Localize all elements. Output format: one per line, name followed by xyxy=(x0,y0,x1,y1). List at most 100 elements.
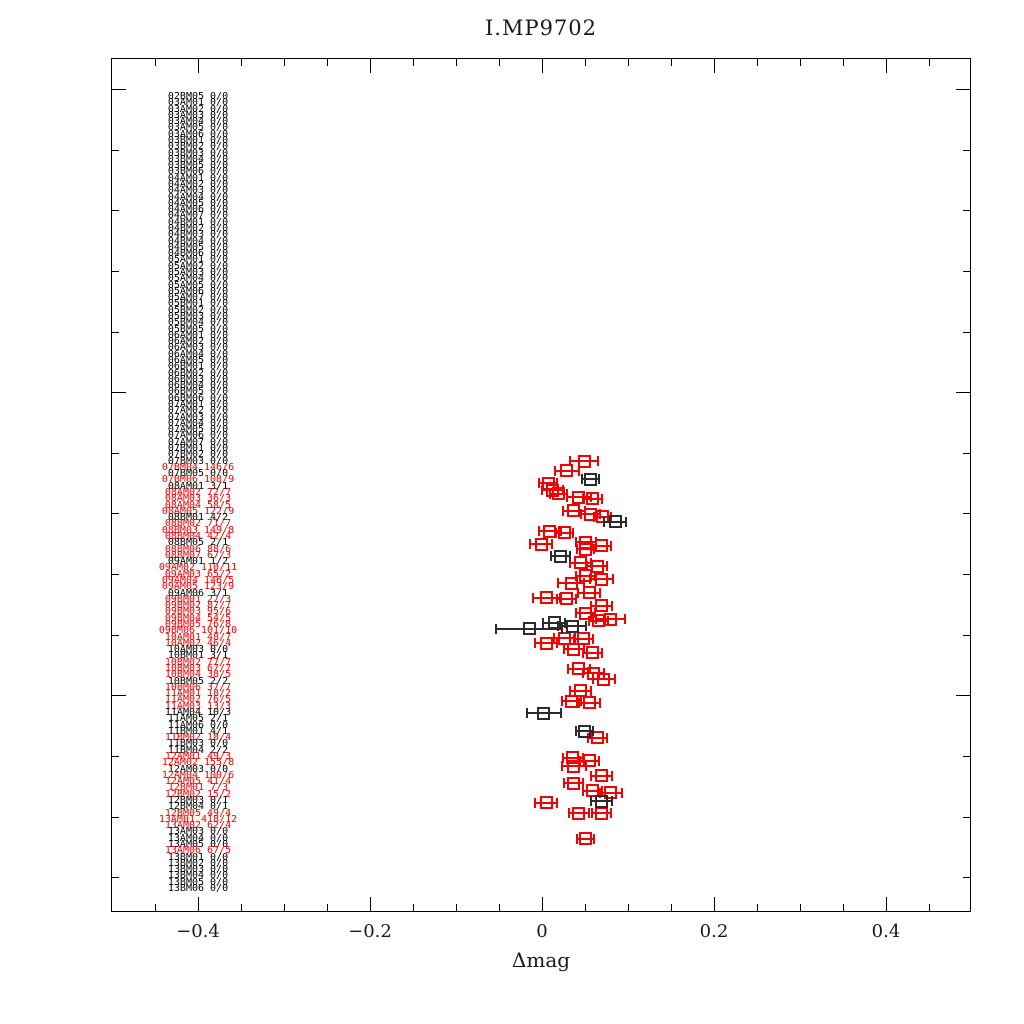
run-label: 11BM03 0/0 xyxy=(167,738,229,750)
error-bar-marker xyxy=(532,596,561,599)
error-bar-marker xyxy=(571,527,574,538)
x-minor-tick xyxy=(800,59,801,66)
run-label: 05BM02 0/0 xyxy=(167,304,229,316)
error-bar-marker xyxy=(582,586,596,600)
y-major-tick xyxy=(956,392,970,393)
error-bar-marker xyxy=(591,800,612,803)
x-major-tick xyxy=(714,897,715,911)
error-bar-marker xyxy=(575,608,578,619)
x-minor-tick xyxy=(929,59,930,66)
error-bar-marker xyxy=(539,591,553,605)
error-bar-marker xyxy=(569,456,572,467)
error-bar-marker xyxy=(590,770,593,781)
run-label: 09AM05 123/9 xyxy=(161,581,235,593)
error-bar-marker xyxy=(581,478,599,481)
run-label: 08BM01 4/2 xyxy=(167,512,229,524)
run-label: 04BM03 0/0 xyxy=(167,229,229,241)
error-bar-marker xyxy=(575,730,593,733)
error-bar-marker xyxy=(586,565,608,568)
error-bar-marker xyxy=(593,833,596,844)
run-label: 03AM01 0/0 xyxy=(167,97,229,109)
error-bar-marker xyxy=(495,623,498,634)
error-bar-marker xyxy=(569,551,572,562)
error-bar-marker xyxy=(572,806,586,820)
y-minor-tick xyxy=(112,271,119,272)
run-label: 03BM03 0/0 xyxy=(167,147,229,159)
error-bar-marker xyxy=(526,712,561,715)
error-bar-marker xyxy=(559,592,573,606)
error-bar-marker xyxy=(559,526,562,537)
error-bar-marker xyxy=(567,759,581,773)
error-bar-marker xyxy=(535,801,558,804)
error-bar-marker xyxy=(586,646,600,660)
run-label: 07AM07 0/0 xyxy=(167,436,229,448)
run-label: 08BM05 2/1 xyxy=(167,537,229,549)
run-label: 05AM01 0/0 xyxy=(167,254,229,266)
error-bar-marker xyxy=(583,651,603,654)
error-bar-marker xyxy=(591,731,605,745)
error-bar-marker xyxy=(579,509,582,520)
x-minor-tick xyxy=(327,904,328,911)
error-bar-marker xyxy=(557,621,560,632)
error-bar-marker xyxy=(578,591,601,594)
run-label: 03BM02 0/0 xyxy=(167,141,229,153)
error-bar-marker xyxy=(539,636,553,650)
error-bar-marker xyxy=(563,778,566,789)
error-bar-marker xyxy=(560,623,563,634)
run-label: 03BM05 0/0 xyxy=(167,160,229,172)
y-minor-tick xyxy=(963,332,970,333)
run-label: 05BM04 0/0 xyxy=(167,317,229,329)
run-label: 05AM03 0/0 xyxy=(167,266,229,278)
x-minor-tick xyxy=(456,59,457,66)
error-bar-marker xyxy=(535,642,558,645)
run-label: 04BM05 0/0 xyxy=(167,241,229,253)
run-label: 09BM02 87/7 xyxy=(164,600,232,612)
run-label: 08BM07 67/3 xyxy=(164,549,232,561)
run-label: 08BM02 71/7 xyxy=(164,518,232,530)
error-bar-marker xyxy=(537,478,540,489)
error-bar-marker xyxy=(583,672,604,675)
error-bar-marker xyxy=(496,627,562,630)
run-label: 09AM03 65/2 xyxy=(164,568,232,580)
run-label: 04AM02 0/0 xyxy=(167,178,229,190)
x-major-tick xyxy=(714,59,715,73)
x-minor-tick xyxy=(929,904,930,911)
run-label: 02BM05 0/0 xyxy=(167,91,229,102)
error-bar-marker xyxy=(551,555,571,558)
error-bar-marker xyxy=(561,485,564,496)
run-label: 13AM05 0/0 xyxy=(167,838,229,850)
run-label: 10BM05 2/2 xyxy=(167,675,229,687)
error-bar-marker xyxy=(598,787,601,798)
error-bar-marker xyxy=(582,785,585,796)
error-bar-marker xyxy=(556,638,559,649)
error-bar-marker xyxy=(579,696,582,707)
error-bar-marker xyxy=(537,706,551,720)
error-bar-marker xyxy=(591,544,611,547)
x-minor-tick xyxy=(499,904,500,911)
error-bar-marker xyxy=(599,587,602,598)
run-label: 07BM02 0/0 xyxy=(167,449,229,461)
error-bar-marker xyxy=(578,701,600,704)
error-bar-marker xyxy=(567,642,581,656)
error-bar-marker xyxy=(591,726,594,737)
error-bar-marker xyxy=(595,510,609,524)
run-label: 11BM04 2/2 xyxy=(167,744,229,756)
run-label: 06BM02 0/0 xyxy=(167,367,229,379)
error-bar-marker xyxy=(554,527,557,538)
error-bar-marker xyxy=(609,808,612,819)
error-bar-marker xyxy=(554,469,579,472)
error-bar-marker xyxy=(594,572,608,586)
error-bar-marker xyxy=(560,696,563,707)
plot-area: −0.4 −0.2 0 0.2 0.4 02BM05 0/0 03AM01 0/0 03AM0… xyxy=(111,58,971,942)
error-bar-marker xyxy=(579,542,593,556)
error-bar-marker xyxy=(557,631,571,645)
error-bar-marker xyxy=(572,633,575,644)
error-bar-marker xyxy=(557,526,571,540)
error-bar-marker xyxy=(585,561,588,572)
error-bar-marker xyxy=(549,492,567,495)
run-label: 08BM04 42/4 xyxy=(164,530,232,542)
error-bar-marker xyxy=(591,674,594,684)
error-bar-marker xyxy=(542,621,566,624)
error-bar-marker xyxy=(557,578,560,589)
